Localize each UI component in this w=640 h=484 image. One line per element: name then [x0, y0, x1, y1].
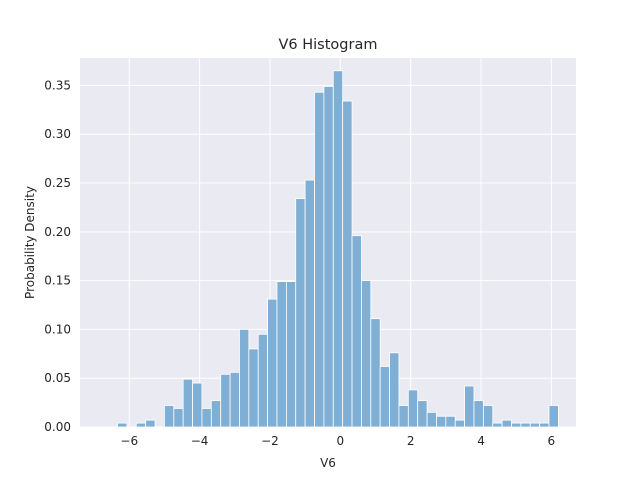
histogram-bar: [135, 422, 147, 428]
x-tick-label: −6: [120, 434, 138, 448]
histogram-bar: [426, 411, 437, 428]
histogram-bar: [276, 281, 287, 428]
histogram-bar: [332, 70, 344, 428]
histogram-bar: [314, 91, 325, 428]
histogram-bar: [267, 298, 278, 428]
histogram-bar: [492, 422, 503, 428]
y-axis-label: Probability Density: [23, 186, 37, 299]
histogram-bar: [539, 422, 550, 428]
y-tick-label: 0.20: [44, 225, 71, 239]
x-tick-label: 0: [336, 434, 344, 448]
x-axis-label: V6: [320, 456, 336, 470]
histogram-bar: [257, 333, 269, 428]
histogram-bar: [304, 179, 315, 428]
y-tick-label: 0.25: [44, 176, 71, 190]
histogram-bar: [511, 422, 522, 428]
histogram-bar: [239, 329, 250, 428]
chart-title: V6 Histogram: [279, 37, 378, 53]
histogram-bar: [117, 422, 128, 428]
histogram-bar: [473, 400, 484, 428]
histogram-bar: [229, 371, 240, 428]
histogram-bar: [548, 405, 559, 428]
y-tick-label: 0.30: [44, 127, 71, 141]
y-tick-label: 0.10: [44, 322, 71, 336]
histogram-bar: [351, 235, 362, 428]
histogram-bar: [464, 385, 475, 428]
y-tick-label: 0.35: [44, 78, 71, 92]
histogram-bar: [295, 198, 306, 428]
x-tick-label: 6: [548, 434, 556, 448]
histogram-bar: [379, 366, 390, 428]
histogram-bar: [361, 280, 372, 428]
x-tick-label: −4: [191, 434, 209, 448]
histogram-bar: [145, 419, 156, 428]
histogram-bar: [398, 405, 409, 428]
histogram-bar: [520, 422, 531, 428]
histogram-bar: [192, 382, 203, 428]
histogram-bar: [501, 419, 512, 428]
x-tick-label: 2: [407, 434, 415, 448]
histogram-bar: [323, 85, 334, 428]
y-tick-label: 0.05: [44, 371, 71, 385]
x-tick-label: 4: [477, 434, 485, 448]
histogram-bar: [210, 400, 222, 428]
histogram-bar: [389, 352, 400, 428]
histogram-bar: [482, 405, 494, 428]
histogram-bar: [454, 419, 466, 428]
x-tick-label: −2: [261, 434, 279, 448]
histogram-bar: [182, 378, 193, 428]
histogram-bar: [445, 415, 456, 428]
histogram-bar: [436, 415, 447, 428]
histogram-bar: [173, 408, 184, 428]
histogram-bar: [529, 422, 541, 428]
histogram-bars: [117, 70, 559, 428]
histogram-bar: [407, 389, 419, 428]
histogram-bar: [417, 400, 428, 428]
histogram-bar: [285, 281, 297, 428]
histogram-bar: [220, 373, 231, 428]
y-tick-label: 0.15: [44, 274, 71, 288]
y-tick-label: 0.00: [44, 420, 71, 434]
histogram-bar: [370, 318, 381, 428]
histogram-bar: [342, 100, 353, 428]
y-tick-labels: 0.00 0.05 0.10 0.15 0.20 0.25 0.30 0.35: [44, 78, 71, 434]
histogram-bar: [201, 408, 212, 428]
histogram-bar: [248, 348, 259, 428]
x-tick-labels: −6 −4 −2 0 2 4 6: [120, 434, 555, 448]
histogram-bar: [164, 405, 175, 428]
